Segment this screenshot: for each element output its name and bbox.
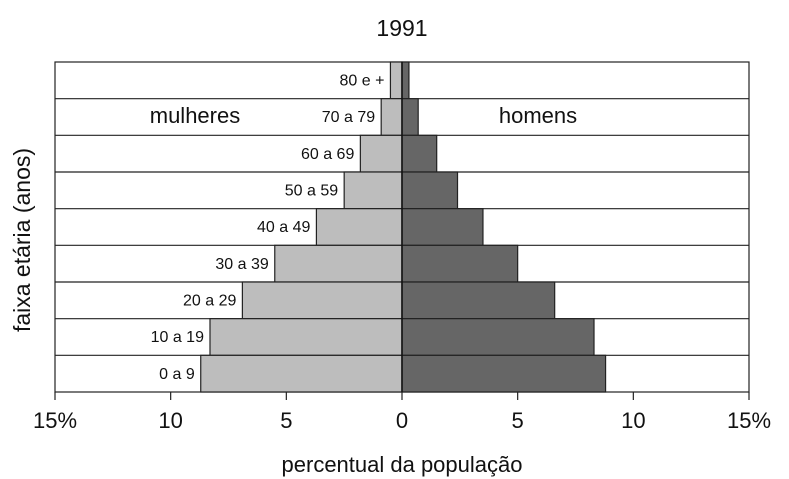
category-label: 30 a 39 [215, 256, 268, 273]
bar [389, 61, 403, 100]
bar [401, 208, 484, 246]
category-label: 60 a 69 [301, 146, 354, 163]
label-background [318, 106, 378, 128]
x-tick-label: 0 [396, 408, 408, 433]
legend-label: homens [499, 103, 577, 128]
bar [380, 98, 403, 136]
bar [401, 134, 438, 173]
label-background [336, 69, 387, 92]
legend-label: mulheres [150, 103, 240, 128]
label-background [297, 142, 357, 165]
category-label: 40 a 49 [257, 219, 310, 236]
label-background [179, 289, 239, 312]
bar [241, 281, 403, 320]
label-background [281, 179, 341, 202]
x-tick-label: 10 [158, 408, 182, 433]
x-tick-label: 5 [280, 408, 292, 433]
bar [401, 171, 459, 210]
category-label: 20 a 29 [183, 293, 236, 310]
bar [343, 171, 403, 210]
bar [315, 208, 403, 246]
bar [401, 354, 607, 393]
bar [401, 61, 410, 100]
bar [200, 354, 403, 393]
category-label: 70 a 79 [322, 109, 375, 126]
x-tick-label: 10 [621, 408, 645, 433]
label-background [156, 362, 197, 385]
label-background [254, 216, 313, 238]
bar [401, 244, 519, 283]
category-label: 80 e + [339, 73, 384, 90]
bar [401, 318, 595, 356]
x-tick-label: 15% [727, 408, 771, 433]
x-tick-label: 5 [512, 408, 524, 433]
category-label: 10 a 19 [151, 329, 204, 346]
x-tick-label: 15% [33, 408, 77, 433]
category-label: 50 a 59 [285, 183, 338, 200]
bar [359, 134, 403, 173]
bar [209, 318, 403, 356]
bar [401, 281, 556, 320]
y-axis-label: faixa etária (anos) [9, 148, 35, 332]
chart-title: 1991 [376, 15, 427, 41]
label-background [147, 326, 207, 348]
label-background [212, 252, 271, 275]
bar [274, 244, 403, 283]
category-label: 0 a 9 [159, 366, 195, 383]
bar [401, 98, 419, 136]
x-axis-label: percentual da população [282, 452, 523, 477]
